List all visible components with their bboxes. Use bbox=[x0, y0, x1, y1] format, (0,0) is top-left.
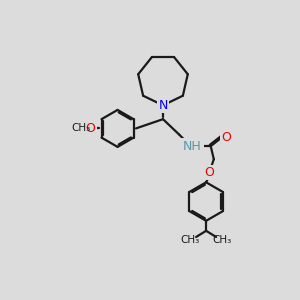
Text: NH: NH bbox=[183, 140, 202, 153]
Text: O: O bbox=[86, 122, 95, 135]
Text: CH₃: CH₃ bbox=[180, 235, 200, 245]
Text: O: O bbox=[221, 131, 231, 144]
Text: O: O bbox=[204, 166, 214, 179]
Text: CH₃: CH₃ bbox=[213, 235, 232, 245]
Text: N: N bbox=[158, 99, 168, 112]
Text: CH₃: CH₃ bbox=[71, 123, 90, 134]
